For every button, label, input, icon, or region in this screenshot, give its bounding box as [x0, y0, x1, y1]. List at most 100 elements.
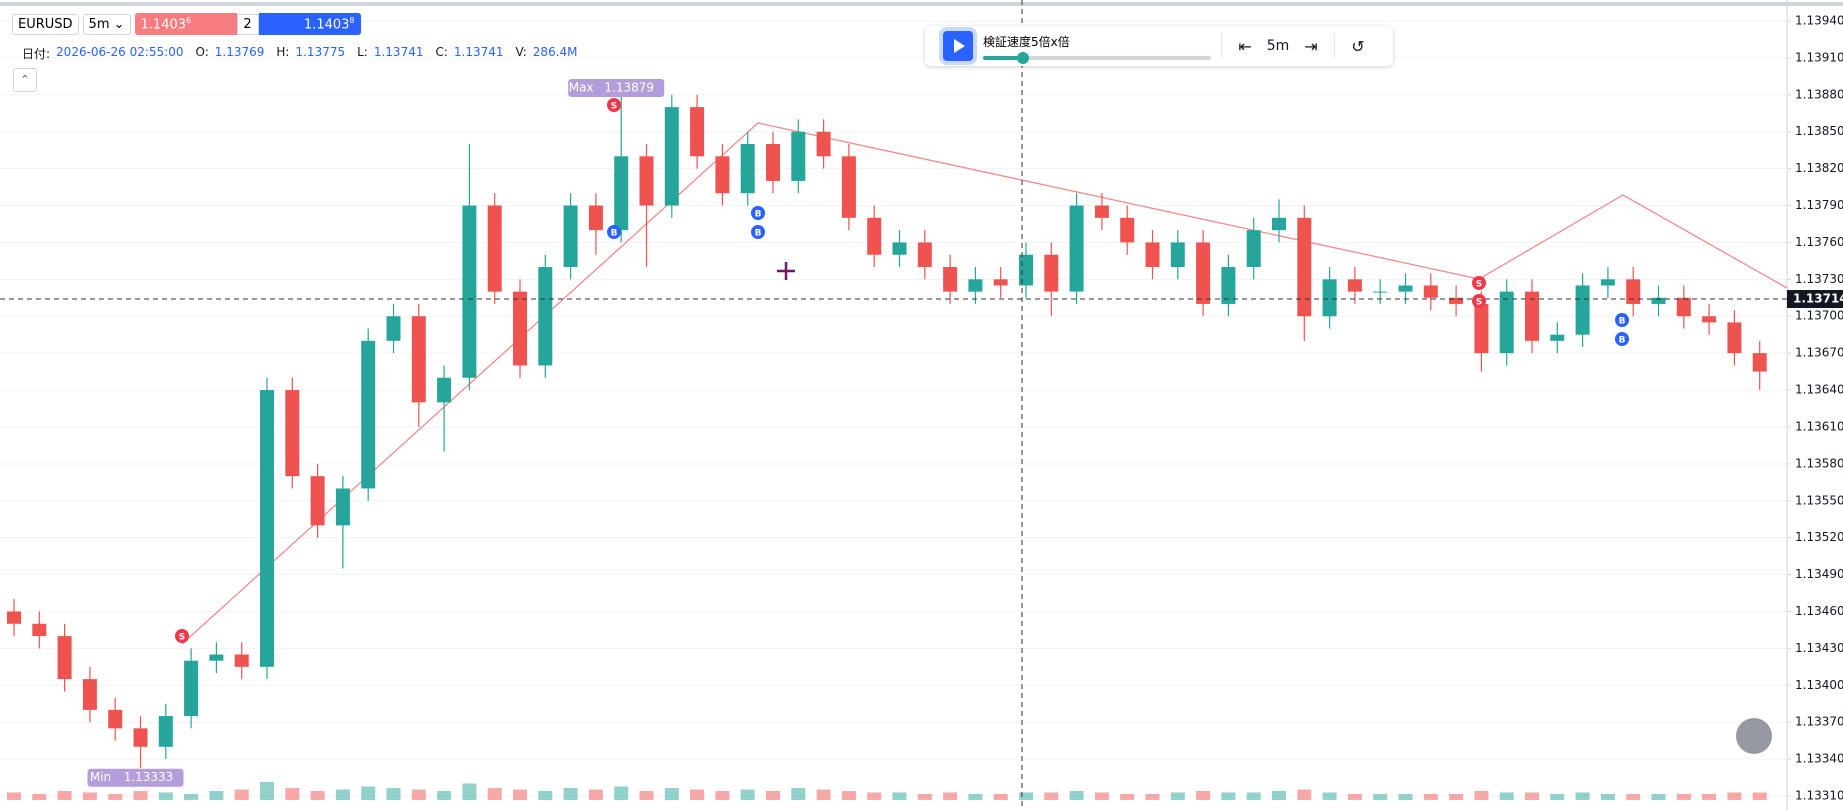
jump-button[interactable]: ↺ [1351, 36, 1365, 56]
volume-bar [234, 789, 249, 800]
volume-bar [285, 788, 300, 800]
min-badge-text: Min [90, 770, 111, 784]
volume-bar [487, 788, 502, 800]
candle-body [1246, 230, 1261, 268]
crosshair-price-bg [1787, 290, 1843, 309]
candle-body [1044, 254, 1059, 292]
candle-body [1626, 279, 1641, 304]
trade-marker-label: B [1619, 336, 1626, 346]
candle-body [1196, 242, 1211, 304]
candle-body [285, 390, 300, 477]
buy-button[interactable]: 1.14038 [258, 12, 361, 36]
candle-body [588, 205, 603, 231]
scroll-button [1736, 718, 1772, 754]
sell-button[interactable]: 1.14036 [134, 12, 237, 36]
volume-bar [184, 794, 199, 800]
step-forward[interactable]: ⇥ [1304, 36, 1318, 56]
y-tick-label: 1.13820 [1795, 161, 1843, 175]
trade-marker [751, 225, 765, 239]
step-back[interactable]: ⇤ [1238, 36, 1252, 56]
y-tick-label: 1.13670 [1795, 346, 1843, 360]
date: 2026-06-26 02:55:00 [56, 45, 184, 59]
candle-body [538, 267, 553, 366]
candle-body [1145, 242, 1160, 268]
volume-bar [1221, 792, 1236, 800]
candle-body [1019, 254, 1033, 286]
volume-bar [82, 792, 97, 800]
trade-marker-label: S [611, 102, 617, 112]
volume-bar [639, 791, 654, 800]
candle-body [690, 107, 705, 157]
trade-marker [751, 206, 765, 220]
candle-body [1120, 217, 1135, 243]
volume-bar [1170, 792, 1185, 800]
candle-body [766, 144, 780, 181]
volume-bar [1019, 792, 1033, 800]
candle-body [1322, 279, 1337, 317]
y-tick-label: 1.13850 [1795, 124, 1843, 138]
max-badge-text: Max [569, 81, 594, 95]
candle-body [563, 205, 578, 268]
volume-bar [437, 791, 452, 800]
speed-slider[interactable] [983, 51, 1211, 64]
candle-body [614, 156, 629, 231]
replay-interval[interactable]: 5m [1266, 38, 1290, 54]
y-tick-label: 1.13730 [1795, 272, 1843, 286]
y-tick-label: 1.13370 [1795, 715, 1843, 729]
candle-body [361, 340, 376, 489]
volume-bar [1398, 794, 1413, 800]
candle-body [57, 636, 72, 680]
trade-marker-label: S [1476, 298, 1482, 308]
y-tick-label: 1.13460 [1795, 604, 1843, 618]
c: 1.13741 [453, 45, 504, 59]
volume-bar [993, 794, 1008, 800]
candle-body [209, 654, 224, 661]
y-tick-label: 1.13550 [1795, 493, 1843, 507]
candle-body [791, 131, 806, 181]
o: 1.13769 [214, 45, 265, 59]
h: 1.13775 [295, 45, 346, 59]
play-button[interactable] [943, 31, 973, 61]
candle-body [1702, 316, 1717, 323]
y-tick-label: 1.13490 [1795, 567, 1843, 581]
volume-bar [917, 794, 932, 800]
volume-bar [1044, 792, 1059, 800]
volume-bar [1600, 794, 1615, 800]
candle-body [1170, 242, 1185, 268]
collapse-button[interactable]: ⌃ [13, 68, 37, 92]
volume-bar [1196, 791, 1211, 800]
candle-body [867, 217, 882, 255]
volume-bar [133, 791, 148, 800]
trade-marker [175, 629, 189, 643]
h-label: H: [276, 45, 290, 59]
volume-bar [664, 788, 679, 800]
y-tick-label: 1.13610 [1795, 419, 1843, 433]
ohlc-info: 日付: 2026-06-26 02:55:00 O: 1.13769 H: 1.13… [22, 45, 584, 62]
volume-bar [1347, 794, 1362, 800]
speed-control[interactable]: 検証速度5倍x倍 [983, 33, 1211, 64]
y-tick-label: 1.13400 [1795, 678, 1843, 692]
candle-body [234, 654, 249, 667]
y-tick-label: 1.13520 [1795, 530, 1843, 544]
max-badge: Max 1.13879 [568, 79, 665, 98]
candle-body [1221, 267, 1236, 304]
trade-marker-label: B [755, 229, 762, 239]
quantity[interactable]: 2 [236, 13, 259, 35]
volume-bar [1525, 792, 1539, 800]
volume-bar [538, 791, 553, 800]
volume-bar [513, 789, 527, 800]
max-badge-bg [568, 79, 665, 98]
volume-bar [892, 792, 907, 800]
volume-bar [1727, 792, 1742, 800]
volume-bar [411, 789, 426, 800]
symbol[interactable]: EURUSD [12, 13, 79, 35]
volume-bar [1373, 794, 1388, 800]
volume-bar [740, 789, 755, 800]
interval[interactable]: 5m ⌄ [82, 13, 131, 35]
candle-body [411, 316, 426, 403]
volume-bar [1449, 794, 1464, 800]
volume-bar [1499, 792, 1514, 800]
candle-body [158, 716, 173, 747]
volume-bar [766, 791, 780, 800]
